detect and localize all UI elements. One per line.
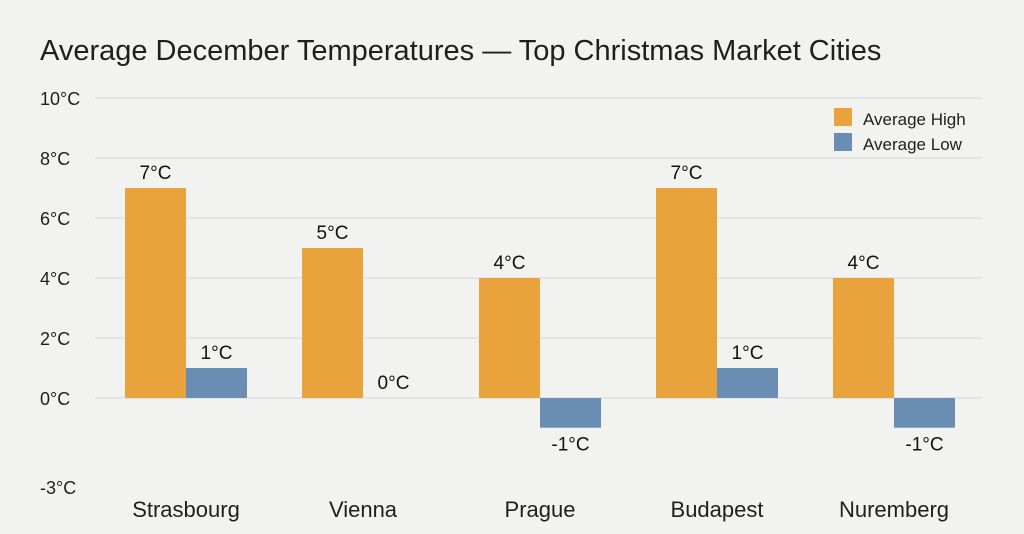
x-category-label: Nuremberg <box>839 497 949 522</box>
data-label: 4°C <box>848 253 880 274</box>
data-labels: 7°C 1°C 5°C 0°C 4°C -1°C 7°C 1°C 4°C -1°C <box>140 163 944 456</box>
data-label: 4°C <box>494 253 526 274</box>
y-tick-label: 10°C <box>40 89 80 109</box>
bar-low-prague <box>540 398 601 428</box>
bar-high-nuremberg <box>833 278 894 398</box>
x-category-label: Prague <box>505 497 576 522</box>
bar-low-budapest <box>717 368 778 398</box>
y-tick-label: 6°C <box>40 209 70 229</box>
y-axis-ticks: 10°C 8°C 6°C 4°C 2°C 0°C -3°C <box>40 89 80 498</box>
legend-swatch-low <box>834 133 852 151</box>
y-tick-label: 0°C <box>40 389 70 409</box>
bars <box>125 188 955 428</box>
y-tick-label: 2°C <box>40 329 70 349</box>
data-label: 1°C <box>732 343 764 364</box>
x-category-label: Strasbourg <box>132 497 240 522</box>
legend-swatch-high <box>834 108 852 126</box>
y-tick-label: 8°C <box>40 149 70 169</box>
x-category-label: Vienna <box>329 497 398 522</box>
bar-low-nuremberg <box>894 398 955 428</box>
x-category-label: Budapest <box>671 497 764 522</box>
data-label: 5°C <box>317 223 349 244</box>
bar-high-strasbourg <box>125 188 186 398</box>
data-label: 7°C <box>140 163 172 184</box>
legend-label-high: Average High <box>863 110 966 129</box>
chart-title: Average December Temperatures — Top Chri… <box>40 35 881 67</box>
data-label: -1°C <box>905 435 943 456</box>
y-tick-label: -3°C <box>40 478 76 498</box>
data-label: 7°C <box>671 163 703 184</box>
data-label: 0°C <box>378 373 410 394</box>
bar-high-vienna <box>302 248 363 398</box>
data-label: -1°C <box>551 435 589 456</box>
x-axis-categories: Strasbourg Vienna Prague Budapest Nuremberg <box>132 497 949 522</box>
bar-low-strasbourg <box>186 368 247 398</box>
y-tick-label: 4°C <box>40 269 70 289</box>
bar-high-budapest <box>656 188 717 398</box>
bar-high-prague <box>479 278 540 398</box>
data-label: 1°C <box>201 343 233 364</box>
legend: Average High Average Low <box>834 108 966 154</box>
legend-label-low: Average Low <box>863 135 963 154</box>
